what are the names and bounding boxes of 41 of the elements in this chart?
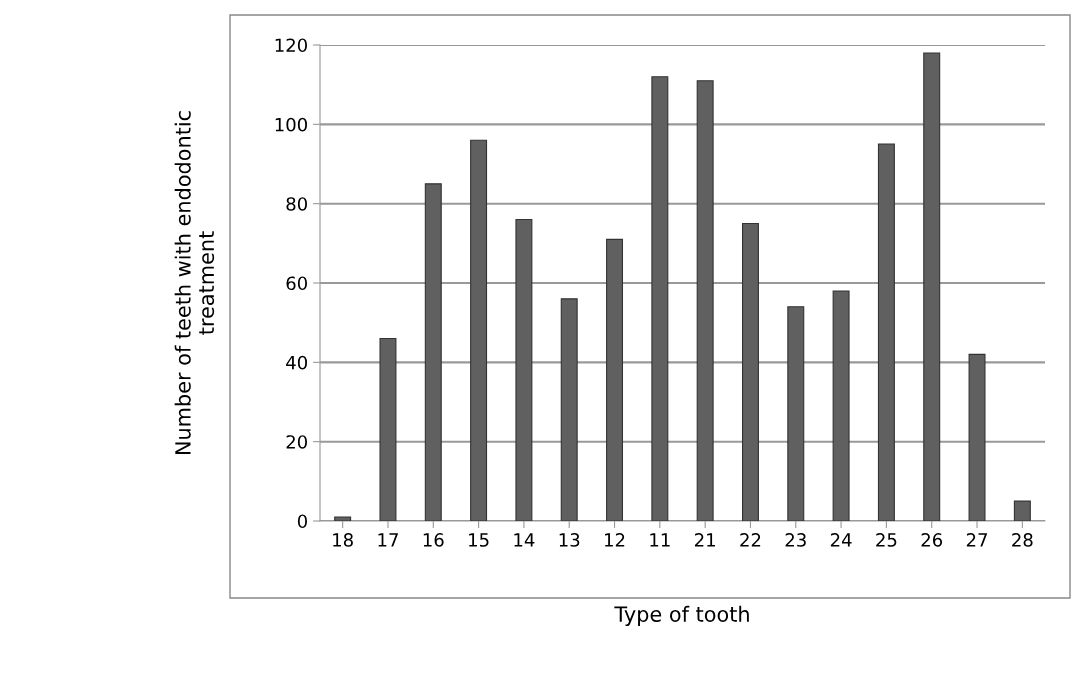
x-tick-label: 26 — [921, 533, 943, 547]
bar — [968, 353, 986, 521]
x-tick-label: 24 — [830, 533, 852, 547]
bar — [1013, 500, 1031, 521]
bar — [379, 337, 397, 521]
x-tick-label: 14 — [514, 533, 535, 547]
x-tick-label: 28 — [1012, 533, 1033, 547]
x-tick-label: 17 — [378, 533, 398, 547]
x-tick-label: 21 — [694, 533, 715, 547]
bar — [606, 238, 624, 521]
x-tick-label: 23 — [785, 533, 806, 547]
x-tick-label: 18 — [333, 533, 353, 547]
bar — [651, 76, 669, 521]
y-tick-label: 0 — [297, 514, 307, 529]
bar — [832, 290, 850, 521]
y-tick-label: 100 — [275, 117, 307, 132]
x-tick-label: 15 — [469, 533, 489, 547]
bar — [741, 222, 759, 521]
y-tick-label: 120 — [275, 38, 307, 53]
x-tick-label: 27 — [966, 533, 987, 547]
y-tick-label: 60 — [286, 276, 307, 291]
bar — [787, 306, 805, 521]
x-axis-title: Type of tooth — [614, 605, 749, 626]
x-tick-label: 11 — [650, 533, 670, 547]
y-tick-label: 40 — [286, 355, 307, 370]
bar — [696, 80, 714, 521]
x-tick-label: 22 — [740, 533, 761, 547]
bar — [560, 298, 578, 521]
x-tick-label: 16 — [423, 533, 444, 547]
bar — [334, 516, 352, 521]
bar — [877, 143, 895, 521]
bar — [470, 139, 488, 521]
bar — [923, 52, 941, 521]
x-tick-label: 25 — [876, 533, 897, 547]
y-axis-title: Number of teeth with endodontic treatment — [174, 111, 215, 455]
bar — [424, 183, 442, 521]
y-tick-label: 80 — [286, 197, 307, 211]
y-tick-label: 20 — [286, 435, 307, 449]
x-tick-label: 13 — [559, 533, 580, 547]
x-tick-label: 12 — [605, 533, 625, 547]
bar — [515, 218, 533, 521]
